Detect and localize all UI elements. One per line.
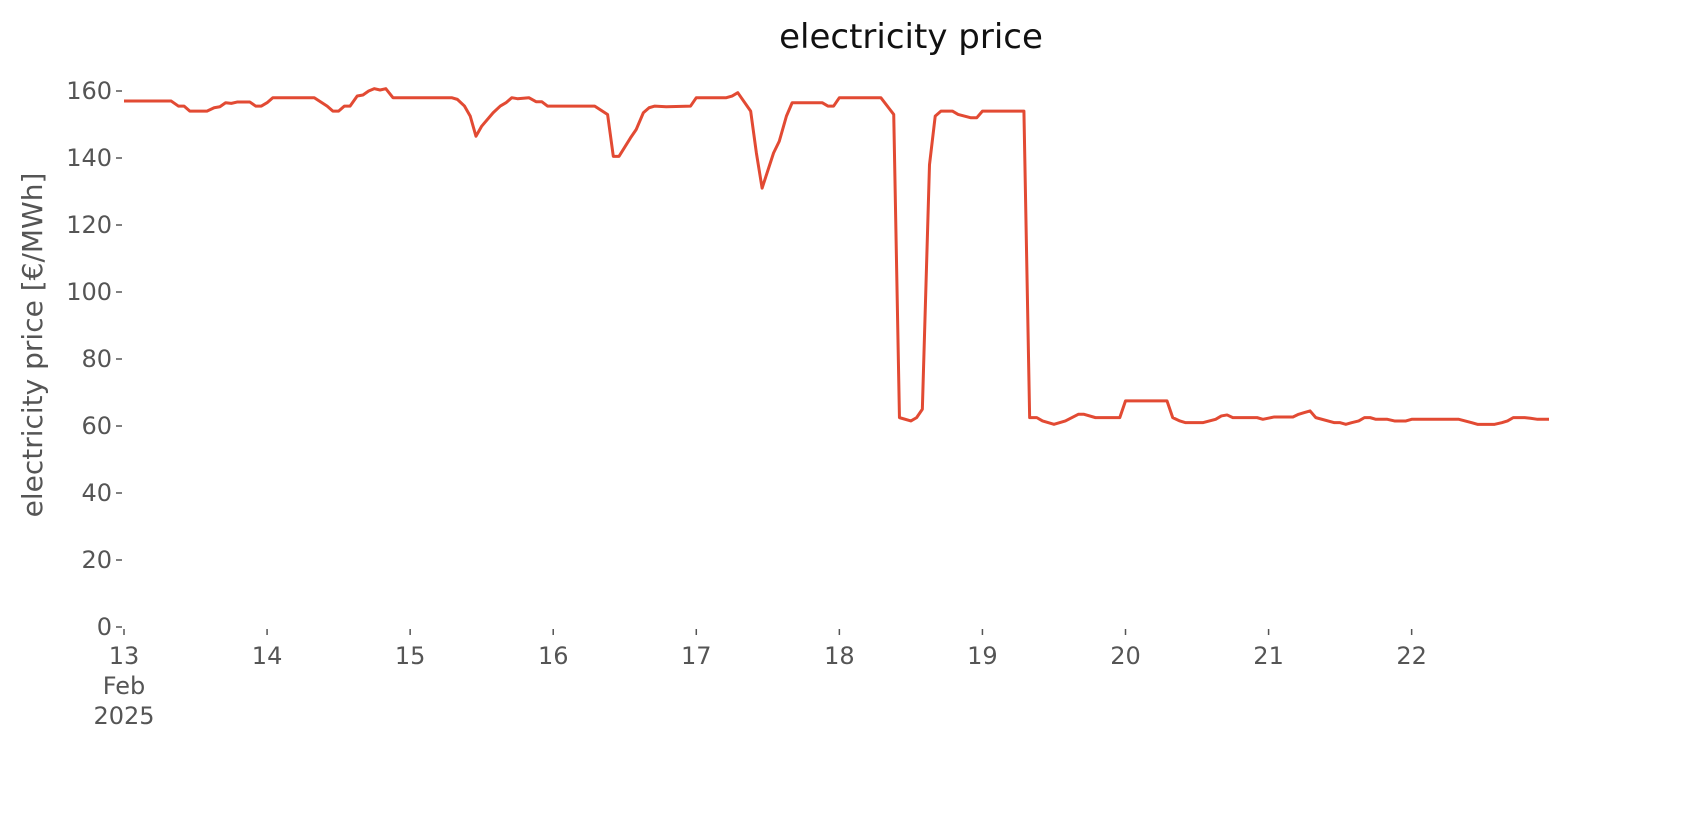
y-tick-label: 160 <box>66 77 112 105</box>
x-tick-label: 18 <box>824 642 855 670</box>
x-tick-label-line: 13 <box>109 642 140 670</box>
x-tick-label: 14 <box>252 642 283 670</box>
y-tick-label: 100 <box>66 278 112 306</box>
x-tick-label-line: 20 <box>1110 642 1141 670</box>
y-axis-label: electricity price [€/MWh] <box>16 173 49 518</box>
price-line <box>124 87 1549 426</box>
x-tick-label-line: 2025 <box>93 702 154 730</box>
y-tick-label: 20 <box>81 546 112 574</box>
x-tick-label-line: 21 <box>1253 642 1284 670</box>
x-tick-label-line: 19 <box>967 642 998 670</box>
x-tick-label: 20 <box>1110 642 1141 670</box>
x-tick-label: 16 <box>538 642 569 670</box>
x-tick-label-line: 15 <box>395 642 426 670</box>
x-tick-label: 17 <box>681 642 712 670</box>
y-tick-label: 140 <box>66 144 112 172</box>
x-tick-label: 15 <box>395 642 426 670</box>
y-tick-label: 120 <box>66 211 112 239</box>
y-tick-label: 0 <box>97 613 112 641</box>
x-tick-label-line: Feb <box>103 672 146 700</box>
x-tick-label-line: 14 <box>252 642 283 670</box>
chart-title: electricity price <box>779 17 1043 57</box>
x-tick-label: 13 Feb 2025 <box>93 642 154 730</box>
x-tick-label: 19 <box>967 642 998 670</box>
y-tick-label: 60 <box>81 412 112 440</box>
x-tick-label-line: 22 <box>1396 642 1427 670</box>
x-tick-label-line: 18 <box>824 642 855 670</box>
y-tick-label: 40 <box>81 479 112 507</box>
x-tick-label: 21 <box>1253 642 1284 670</box>
x-tick-label-line: 17 <box>681 642 712 670</box>
x-tick-label: 22 <box>1396 642 1427 670</box>
y-tick-label: 80 <box>81 345 112 373</box>
x-tick-label-line: 16 <box>538 642 569 670</box>
